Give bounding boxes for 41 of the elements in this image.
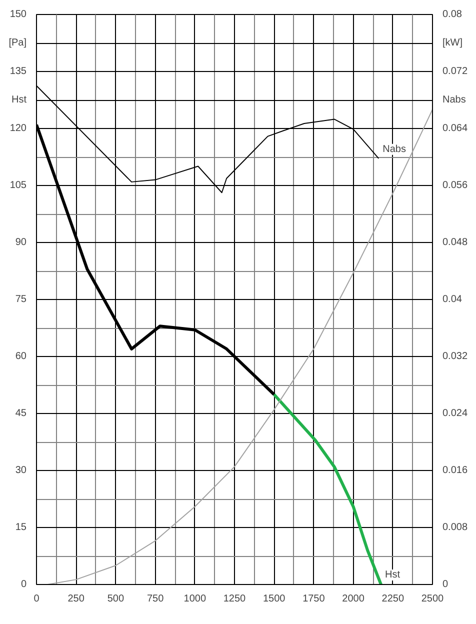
y-tick-label: 90	[15, 237, 27, 248]
y-tick-label: 45	[15, 408, 27, 419]
y-tick-label: 0	[20, 579, 27, 590]
x-tick-label: 2250	[382, 594, 404, 604]
x-tick-label: 1750	[302, 594, 326, 604]
x-tick-label: 1000	[184, 594, 206, 604]
x-tick-label: 750	[146, 594, 164, 604]
y2-tick-label: 0.072	[442, 66, 468, 77]
y2-tick-label: 0.08	[442, 9, 462, 20]
y2-tick-label: 0.032	[442, 351, 468, 362]
y2-tick-label: 0.056	[442, 180, 468, 191]
y-tick-label: [Pa]	[8, 38, 27, 48]
line-series	[272, 393, 383, 584]
y-tick-label: 15	[15, 522, 27, 533]
annotation: Nabs	[382, 144, 406, 155]
annotation: Hst	[385, 570, 400, 580]
x-tick-label: 2000	[342, 594, 365, 604]
line-series	[47, 109, 432, 584]
y2-tick-label: [kW]	[442, 38, 463, 48]
x-tick-label: 250	[68, 594, 85, 604]
y-tick-label: 120	[10, 123, 27, 134]
x-tick-label: 0	[34, 594, 40, 604]
x-tick-label: 500	[107, 594, 124, 604]
y2-tick-label: 0.024	[442, 408, 468, 419]
y2-tick-label: 0.048	[442, 237, 468, 248]
y-tick-label: Hst	[12, 94, 27, 106]
y-tick-label: 150	[10, 9, 27, 20]
y-tick-label: 135	[10, 66, 27, 77]
y-tick-label: 105	[10, 180, 27, 191]
y-tick-label: 60	[15, 351, 27, 362]
y2-tick-label: 0	[442, 579, 448, 590]
y2-tick-label: Nabs	[442, 94, 466, 106]
x-tick-label: 1250	[223, 594, 246, 604]
y2-tick-label: 0.008	[442, 522, 468, 533]
y2-tick-label: 0.064	[442, 123, 468, 134]
y2-tick-label: 0.016	[442, 465, 468, 476]
x-tick-label: 1500	[262, 594, 286, 604]
y2-tick-label: 0.04	[442, 294, 462, 305]
y-tick-label: 75	[15, 294, 27, 305]
x-tick-label: 2500	[421, 594, 444, 604]
y-tick-label: 30	[15, 465, 27, 476]
